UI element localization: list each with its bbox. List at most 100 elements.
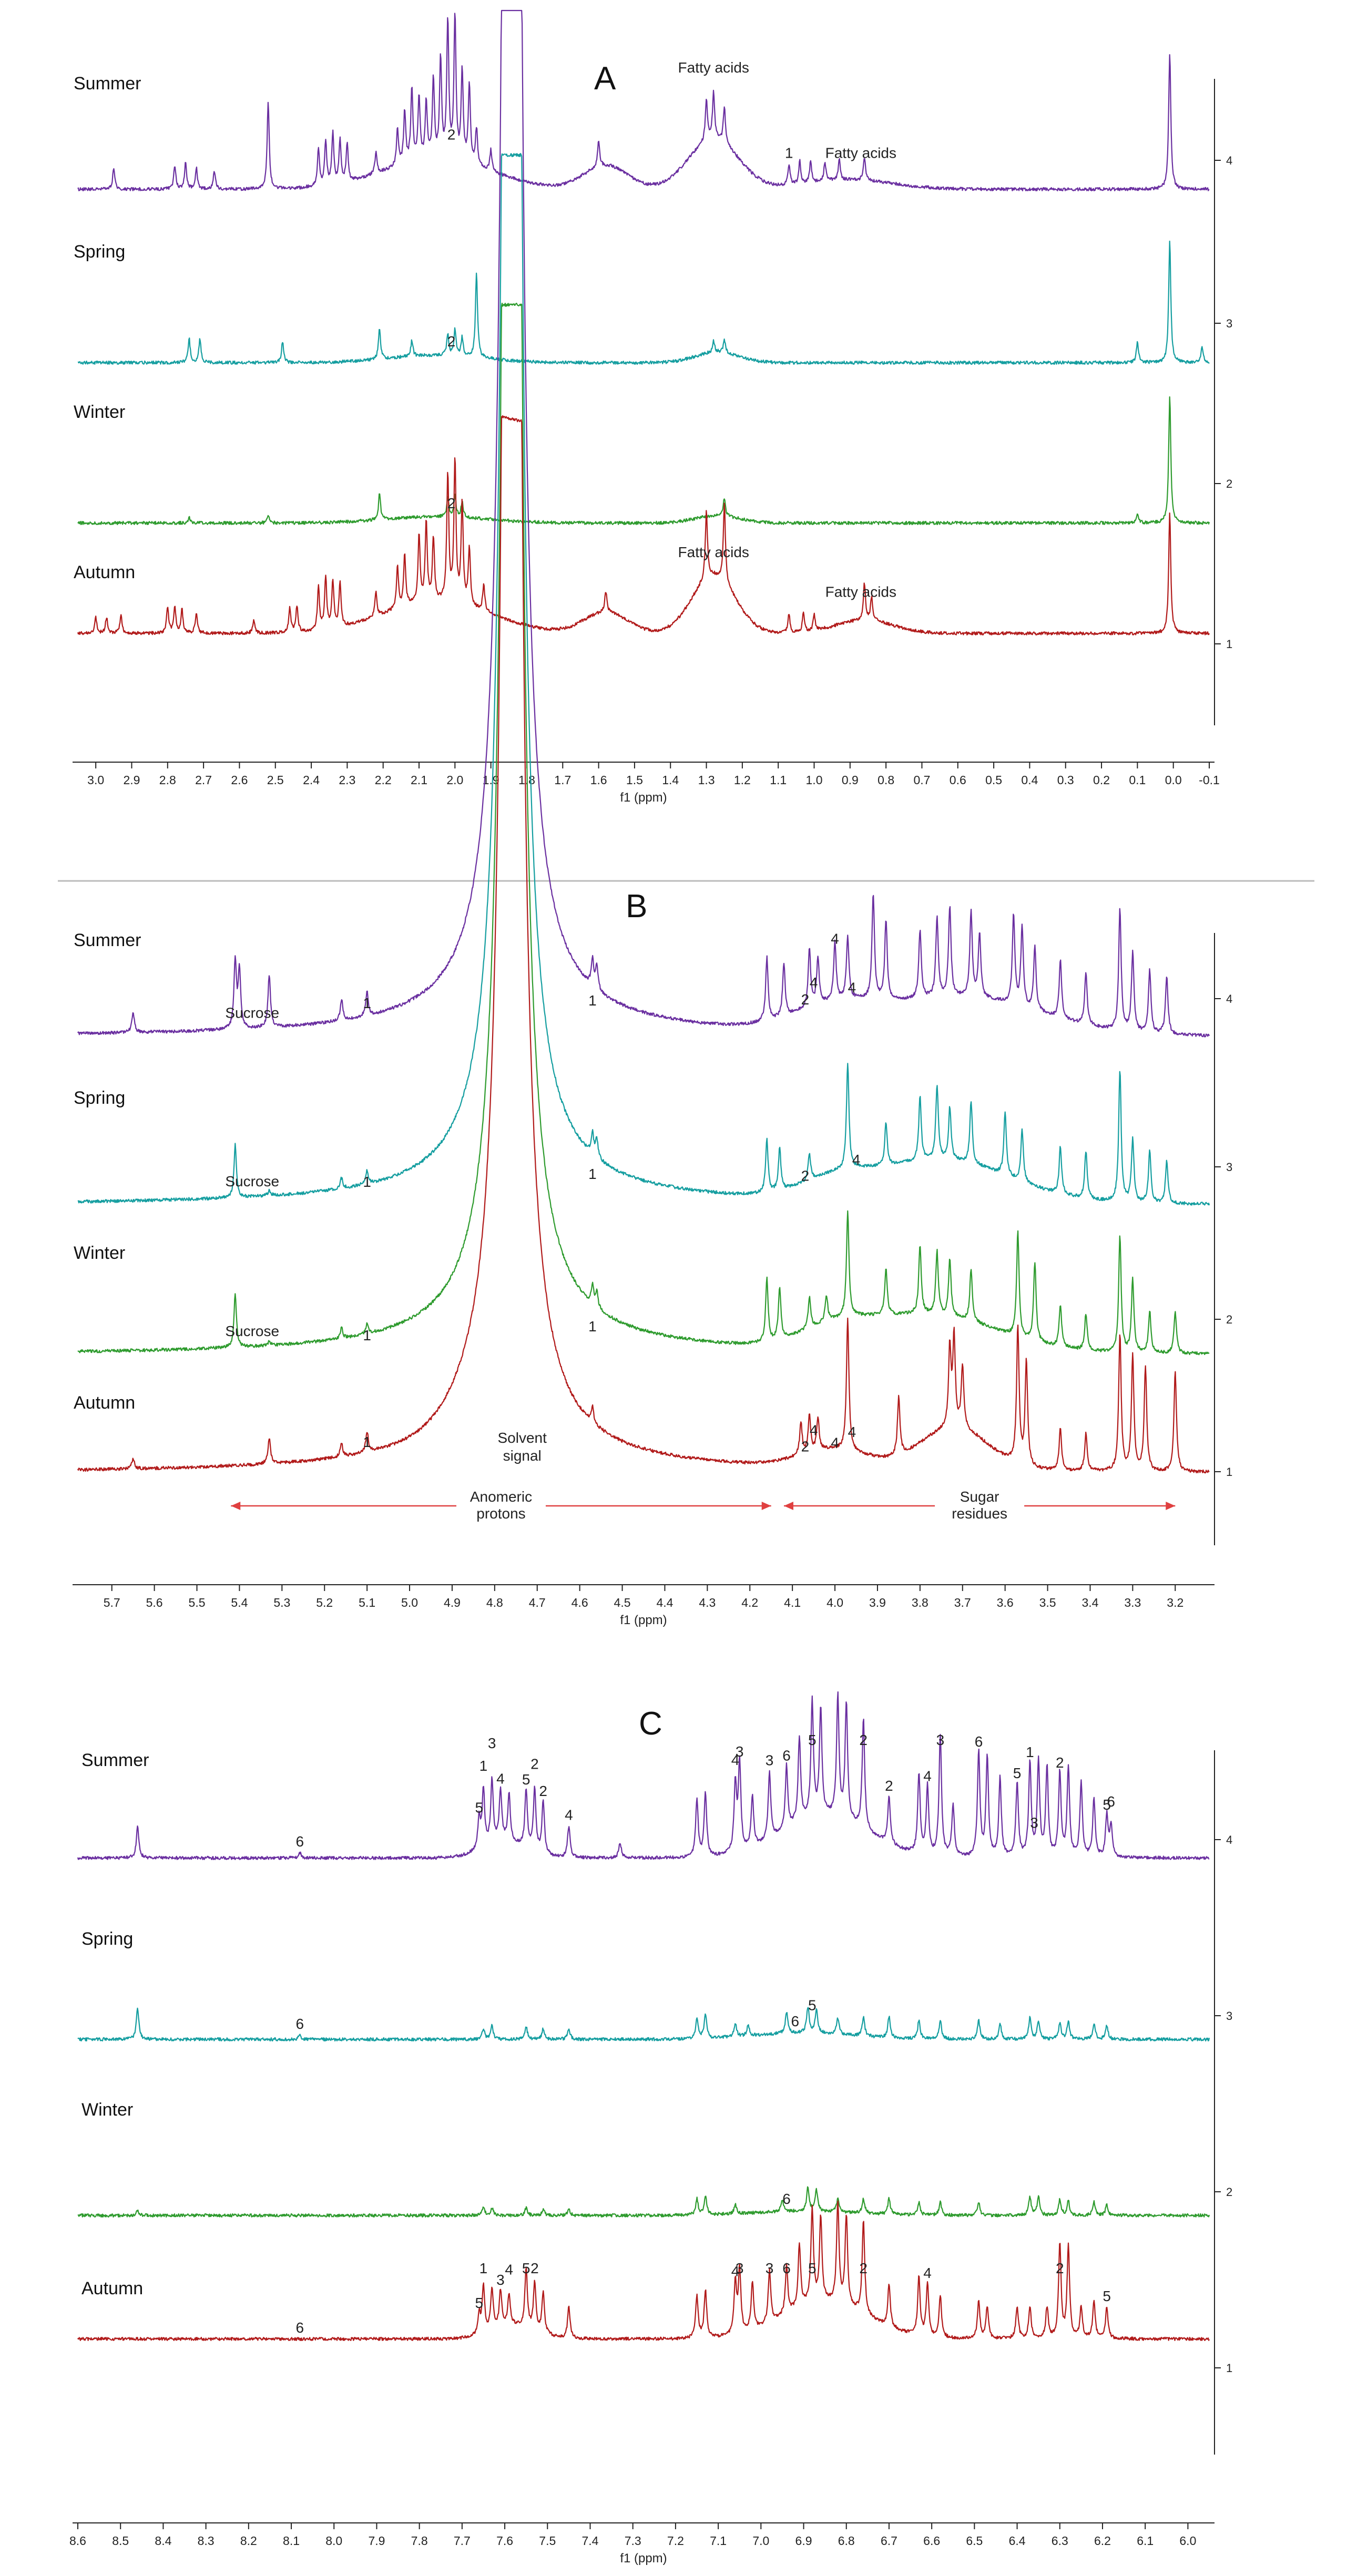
peak-label: 6 [295, 1833, 304, 1850]
right-axis-tick-label: 2 [1226, 2185, 1232, 2199]
right-axis-tick-label: 4 [1226, 992, 1232, 1005]
solvent-label: Solvent [497, 1430, 547, 1446]
peak-label: 5 [522, 2260, 530, 2276]
peak-label: 5 [1103, 1797, 1111, 1813]
x-tick-label: 4.6 [572, 1596, 588, 1609]
x-tick-label: 0.2 [1093, 773, 1110, 787]
right-axis-tick-label: 1 [1226, 1465, 1232, 1479]
x-tick-label: 7.2 [667, 2534, 684, 2548]
x-tick-label: 0.8 [877, 773, 894, 787]
peak-label: 6 [975, 1733, 983, 1750]
x-tick-label: 0.9 [842, 773, 859, 787]
peak-label: Fatty acids [678, 59, 749, 76]
x-tick-label: 5.1 [359, 1596, 375, 1609]
x-tick-label: 6.0 [1179, 2534, 1196, 2548]
peak-label: 4 [831, 1434, 839, 1451]
x-tick-label: 1.6 [590, 773, 607, 787]
x-tick-label: 4.3 [699, 1596, 716, 1609]
spectrum-spring [77, 2007, 1210, 2042]
peak-label: 3 [936, 1732, 945, 1748]
peak-label: 4 [923, 1768, 932, 1784]
right-axis-tick-label: 2 [1226, 477, 1232, 490]
peak-label: 1 [479, 1758, 488, 1774]
x-tick-label: 5.3 [273, 1596, 290, 1609]
x-tick-label: 8.5 [112, 2534, 129, 2548]
x-tick-label: 7.8 [411, 2534, 428, 2548]
season-label-autumn: Autumn [74, 1393, 135, 1413]
x-tick-label: 3.0 [87, 773, 104, 787]
x-tick-label: 7.4 [581, 2534, 598, 2548]
x-tick-label: 2.1 [411, 773, 427, 787]
spectrum-summer [77, 13, 1210, 191]
region-arrow-head [783, 1502, 793, 1510]
x-tick-label: 7.6 [496, 2534, 513, 2548]
x-tick-label: 7.1 [710, 2534, 727, 2548]
season-label-summer: Summer [74, 930, 141, 950]
x-axis-label: f1 (ppm) [620, 2551, 667, 2565]
x-tick-label: 0.4 [1021, 773, 1038, 787]
peak-label: 2 [1056, 2260, 1064, 2276]
x-tick-label: 4.8 [486, 1596, 503, 1609]
x-tick-label: 0.3 [1057, 773, 1074, 787]
panel-letter: A [594, 60, 616, 97]
peak-label: 5 [1103, 2288, 1111, 2304]
peak-label: 6 [782, 2260, 791, 2276]
x-tick-label: 3.9 [869, 1596, 886, 1609]
x-tick-label: 2.0 [446, 773, 463, 787]
x-tick-label: 3.7 [954, 1596, 971, 1609]
x-tick-label: 8.3 [198, 2534, 215, 2548]
solvent-label: signal [503, 1448, 542, 1464]
peak-label: 1 [588, 1318, 597, 1335]
spectrum-summer [77, 1691, 1210, 1860]
peak-label: 4 [852, 1152, 861, 1168]
x-tick-label: 1.0 [806, 773, 823, 787]
season-label-spring: Spring [74, 1088, 125, 1108]
peak-label: 5 [808, 2260, 817, 2276]
peak-label: 3 [1030, 1814, 1038, 1831]
peak-label: 4 [848, 979, 856, 995]
x-tick-label: 5.7 [104, 1596, 120, 1609]
peak-label: 4 [831, 931, 839, 947]
peak-label: Fatty acids [825, 584, 896, 600]
season-label-spring: Spring [74, 242, 125, 262]
spectrum-autumn [77, 2200, 1210, 2341]
peak-label: 3 [736, 1743, 744, 1760]
peak-label: 6 [295, 2320, 304, 2336]
x-tick-label: 1.1 [770, 773, 787, 787]
x-tick-label: 4.5 [614, 1596, 631, 1609]
x-tick-label: 8.2 [240, 2534, 257, 2548]
right-axis-tick-label: 4 [1226, 154, 1232, 167]
panel-a: A Summer Spring Winter Autumn 2 Fatty acids 1 Fa… [73, 13, 1232, 805]
x-tick-label: 1.7 [554, 773, 571, 787]
peak-label: Sucrose [225, 1323, 279, 1339]
spectrum-winter [77, 2186, 1210, 2218]
x-tick-label: 2.9 [123, 773, 140, 787]
x-tick-label: 2.5 [267, 773, 284, 787]
peak-label: 1 [363, 1434, 371, 1450]
peak-label: 6 [1107, 1793, 1115, 1810]
x-tick-label: 4.0 [826, 1596, 843, 1609]
right-axis-tick-label: 1 [1226, 638, 1232, 651]
x-tick-label: 8.0 [325, 2534, 342, 2548]
peak-label: 5 [1013, 1765, 1022, 1781]
x-tick-label: 6.8 [838, 2534, 855, 2548]
spectrum-spring [77, 153, 1210, 1206]
x-tick-label: 3.5 [1039, 1596, 1056, 1609]
peak-label: 2 [801, 991, 810, 1008]
season-label-summer: Summer [81, 1750, 149, 1770]
season-label-autumn: Autumn [81, 2279, 143, 2298]
season-label-winter: Winter [81, 2100, 133, 2120]
season-label-autumn: Autumn [74, 562, 135, 582]
x-tick-label: 0.1 [1129, 773, 1146, 787]
x-tick-label: 5.0 [401, 1596, 418, 1609]
x-axis-label: f1 (ppm) [620, 791, 667, 805]
right-axis-tick-label: 1 [1226, 2362, 1232, 2375]
peak-label: 4 [505, 2261, 513, 2277]
peak-label: 2 [539, 1783, 547, 1799]
x-tick-label: 2.4 [303, 773, 320, 787]
right-axis-tick-label: 3 [1226, 317, 1232, 330]
peak-label: 2 [801, 1167, 810, 1184]
x-tick-label: 6.7 [881, 2534, 897, 2548]
x-tick-label: 8.4 [155, 2534, 171, 2548]
